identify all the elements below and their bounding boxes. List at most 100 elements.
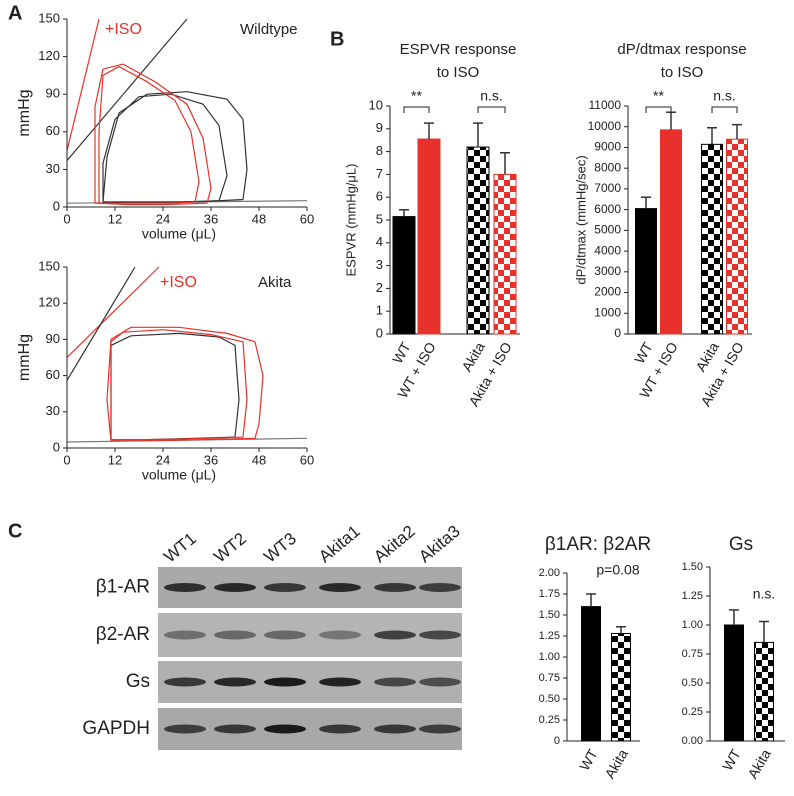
bar xyxy=(701,143,723,335)
y-axis-label: mmHg xyxy=(16,334,33,381)
y-tick-label: 0.75 xyxy=(682,648,703,660)
y-tick-label: 120 xyxy=(38,48,60,63)
y-tick-label: 0.25 xyxy=(539,714,560,726)
y-axis-label: dP/dtmax (mmHg/sec) xyxy=(573,155,588,284)
y-tick-label: 30 xyxy=(46,161,60,176)
y-tick-label: 1 xyxy=(376,303,383,318)
y-tick-label: 4 xyxy=(376,234,383,249)
y-tick-label: 5000 xyxy=(594,223,621,237)
error-bar xyxy=(500,151,510,175)
y-tick-label: 0.50 xyxy=(539,693,560,705)
chart-title: to ISO xyxy=(437,64,480,81)
pv-trace xyxy=(102,93,228,203)
y-tick-label: 7 xyxy=(376,166,383,181)
blot-lane-label: Akita1 xyxy=(315,522,363,567)
bar xyxy=(493,173,517,335)
blot-band xyxy=(319,630,361,640)
y-tick-label: 8 xyxy=(376,143,383,158)
plot-title: Wildtype xyxy=(240,21,298,38)
y-tick-label: 150 xyxy=(38,258,60,273)
annotation: +ISO xyxy=(105,21,142,38)
y-tick-label: 0 xyxy=(376,325,383,340)
blot-band xyxy=(264,630,306,640)
significance-bracket xyxy=(645,106,672,113)
blot-band xyxy=(164,583,206,592)
x-tick-label: 60 xyxy=(300,211,314,226)
blot-lane-label: WT1 xyxy=(160,529,200,567)
y-tick-label: 0 xyxy=(53,198,60,213)
panel-label: B xyxy=(330,28,344,50)
y-tick-label: 9 xyxy=(376,120,383,135)
x-tick-label: 0 xyxy=(63,211,70,226)
pv-trace xyxy=(98,65,200,204)
x-tick-label: 0 xyxy=(63,452,70,467)
y-axis-label: ESPVR (mmHg/μL) xyxy=(343,164,358,277)
bar xyxy=(417,138,441,335)
blot-band xyxy=(214,630,256,640)
y-tick-label: 1.50 xyxy=(539,609,560,621)
blot-lane-label: Akita3 xyxy=(415,522,463,567)
blot-band xyxy=(214,677,256,687)
error-bar xyxy=(666,111,676,130)
x-tick-label: 24 xyxy=(156,211,170,226)
y-tick-label: 3 xyxy=(376,257,383,272)
bar xyxy=(611,632,631,742)
blot-band xyxy=(374,677,416,687)
x-tick-label: Akita xyxy=(744,746,774,781)
bar xyxy=(466,146,490,335)
blot-band xyxy=(319,724,361,734)
blot-band xyxy=(419,724,461,734)
y-tick-label: 2000 xyxy=(594,285,621,299)
blot-band xyxy=(374,724,416,734)
blot-band xyxy=(374,630,416,640)
y-tick-label: 1.75 xyxy=(539,588,560,600)
significance-label: n.s. xyxy=(480,88,503,104)
y-tick-label: 2 xyxy=(376,280,383,295)
y-tick-label: 6000 xyxy=(594,202,621,216)
significance-label: ** xyxy=(653,88,664,104)
y-tick-label: 90 xyxy=(46,86,60,101)
y-tick-label: 30 xyxy=(46,403,60,418)
error-bar xyxy=(399,208,409,217)
y-tick-label: 1.25 xyxy=(539,630,560,642)
y-tick-label: 4000 xyxy=(594,243,621,257)
y-tick-label: 0.25 xyxy=(682,706,703,718)
error-bar xyxy=(616,626,626,634)
chart-title: ESPVR response xyxy=(400,41,517,58)
x-tick-label: 36 xyxy=(204,452,218,467)
x-tick-label: 60 xyxy=(300,452,314,467)
y-tick-label: 1000 xyxy=(594,305,621,319)
y-tick-label: 11000 xyxy=(589,98,622,112)
significance-bracket xyxy=(477,106,506,113)
y-tick-label: 3000 xyxy=(594,264,621,278)
blot-band xyxy=(164,630,206,640)
y-tick-label: 6 xyxy=(376,189,383,204)
blot-band xyxy=(319,583,361,592)
plot-title: Akita xyxy=(258,274,292,291)
y-tick-label: 1.00 xyxy=(539,651,560,663)
significance-label: n.s. xyxy=(713,88,736,104)
x-tick-label: Akita xyxy=(601,746,631,781)
bar xyxy=(726,138,748,335)
y-tick-label: 0 xyxy=(554,735,560,747)
blot-band xyxy=(264,583,306,592)
y-tick-label: 1.25 xyxy=(682,590,703,602)
pv-trace xyxy=(67,18,100,151)
error-bar xyxy=(732,123,742,140)
pv-trace xyxy=(102,91,248,203)
x-tick-label: WT xyxy=(389,339,414,366)
y-tick-label: 60 xyxy=(46,123,60,138)
blot-band xyxy=(264,677,306,687)
blot-band xyxy=(214,724,256,734)
y-tick-label: 7000 xyxy=(594,181,621,195)
chart-title: Gs xyxy=(729,534,753,555)
blot-band xyxy=(419,583,461,592)
chart-title: to ISO xyxy=(661,64,704,81)
blot-band xyxy=(374,583,416,592)
x-tick-label: 24 xyxy=(156,452,170,467)
y-tick-label: 5 xyxy=(376,211,383,226)
blot-row-label: β1-AR xyxy=(96,577,150,598)
error-bar xyxy=(473,122,483,148)
